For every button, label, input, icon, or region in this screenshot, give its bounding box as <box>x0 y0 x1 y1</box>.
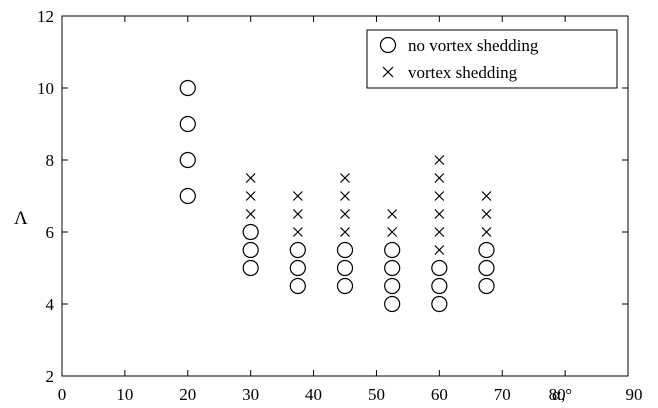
plot-area <box>61 15 629 377</box>
vortex-shedding-point <box>434 227 445 237</box>
legend-label-vortex-shedding: vortex shedding <box>408 63 518 82</box>
no-vortex-shedding-point <box>289 277 306 295</box>
no-vortex-shedding-point <box>478 241 495 259</box>
legend-cross-marker <box>382 66 394 78</box>
vortex-shedding-point <box>434 173 445 183</box>
vortex-shedding-point <box>340 209 350 219</box>
vortex-shedding-point <box>481 209 492 219</box>
no-vortex-shedding-point <box>384 241 401 259</box>
no-vortex-shedding-point <box>242 259 259 277</box>
no-vortex-shedding-point <box>336 277 354 295</box>
no-vortex-shedding-point <box>289 241 306 259</box>
no-vortex-shedding-point <box>384 277 401 295</box>
vortex-shedding-point <box>387 227 398 237</box>
vortex-shedding-point <box>340 191 350 201</box>
vortex-shedding-point <box>245 191 256 201</box>
x-tick-label: 30 <box>242 385 259 404</box>
x-tick-label: 20 <box>179 385 196 404</box>
y-tick-label: 2 <box>46 367 55 386</box>
x-tick-label: 60 <box>431 385 448 404</box>
no-vortex-shedding-point <box>289 259 306 277</box>
no-vortex-shedding-point <box>179 79 196 97</box>
x-tick-label: 40 <box>305 385 322 404</box>
x-tick-label: 50 <box>368 385 385 404</box>
no-vortex-shedding-point <box>431 295 448 313</box>
no-vortex-shedding-point <box>384 295 401 313</box>
y-axis-label: Λ <box>14 208 28 229</box>
legend-circle-marker <box>379 36 397 54</box>
vortex-shedding-point <box>292 191 303 201</box>
vortex-shedding-point <box>292 227 303 237</box>
no-vortex-shedding-point <box>242 241 259 259</box>
data-points <box>179 79 495 313</box>
x-tick-label: 80 <box>549 385 566 404</box>
x-tick-label: 90 <box>626 385 643 404</box>
no-vortex-shedding-point <box>179 187 196 205</box>
no-vortex-shedding-point <box>431 259 448 277</box>
no-vortex-shedding-point <box>478 259 495 277</box>
vortex-shedding-point <box>245 209 256 219</box>
no-vortex-shedding-point <box>179 151 196 169</box>
y-tick-label: 12 <box>37 7 54 26</box>
no-vortex-shedding-point <box>384 259 401 277</box>
vortex-shedding-point <box>292 209 303 219</box>
no-vortex-shedding-point <box>431 277 448 295</box>
vortex-shedding-point <box>340 227 350 237</box>
y-tick-label: 6 <box>46 223 55 242</box>
vortex-shedding-point <box>434 155 445 165</box>
legend-label-no-vortex-shedding: no vortex shedding <box>408 36 539 55</box>
no-vortex-shedding-point <box>242 223 259 241</box>
legend-box <box>366 29 618 89</box>
no-vortex-shedding-point <box>478 277 495 295</box>
axis-ticks <box>61 15 629 377</box>
x-tick-label: 10 <box>116 385 133 404</box>
tick-labels: 0 10 20 30 40 50 60 70 80 90 2 4 6 8 10 12 <box>37 7 643 404</box>
vortex-shedding-point <box>245 173 256 183</box>
vortex-shedding-point <box>481 227 492 237</box>
y-tick-label: 4 <box>46 295 55 314</box>
no-vortex-shedding-point <box>336 259 354 277</box>
no-vortex-shedding-point <box>336 241 354 259</box>
vortex-shedding-point <box>387 209 398 219</box>
vortex-shedding-point <box>340 173 350 183</box>
legend: no vortex shedding vortex shedding <box>366 29 618 89</box>
no-vortex-shedding-point <box>179 115 196 133</box>
x-tick-label: 0 <box>58 385 67 404</box>
x-axis-label: α,° <box>552 385 572 404</box>
y-tick-label: 10 <box>37 79 54 98</box>
y-tick-label: 8 <box>46 151 55 170</box>
vortex-shedding-point <box>434 209 445 219</box>
x-tick-label: 70 <box>494 385 511 404</box>
vortex-shedding-point <box>434 245 445 255</box>
vortex-shedding-point <box>481 191 492 201</box>
vortex-shedding-point <box>434 191 445 201</box>
